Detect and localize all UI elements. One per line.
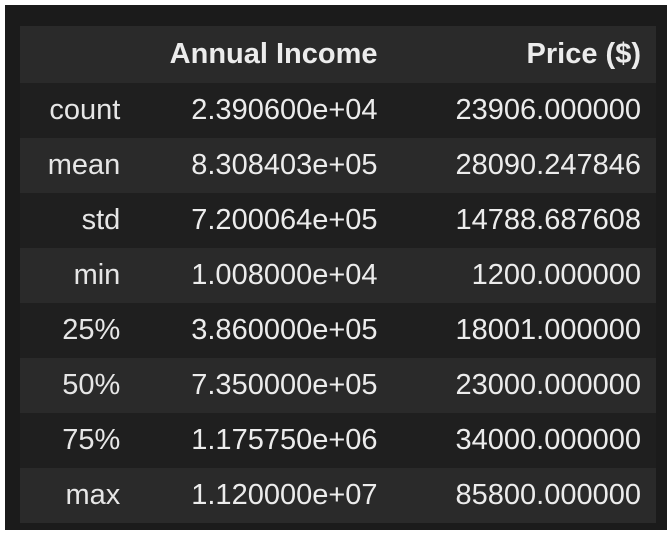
row-index-label: count <box>49 94 121 126</box>
table-row: max 1.120000e+07 85800.000000 <box>20 468 656 523</box>
table-row: min 1.008000e+04 1200.000000 <box>20 248 656 303</box>
price-cell: 23906.000000 <box>455 94 641 126</box>
table-row: mean 8.308403e+05 28090.247846 <box>20 138 656 193</box>
price-cell: 18001.000000 <box>455 314 641 346</box>
annual-income-cell: 3.860000e+05 <box>191 314 378 346</box>
dataframe-output-panel: Annual Income Price ($) count 2.390600e+… <box>5 5 667 530</box>
column-header-annual-income: Annual Income <box>169 38 378 70</box>
price-cell: 85800.000000 <box>455 479 641 511</box>
annual-income-cell: 7.350000e+05 <box>191 369 378 401</box>
row-index-label: std <box>81 204 121 236</box>
table-row: 25% 3.860000e+05 18001.000000 <box>20 303 656 358</box>
row-index-label: 50% <box>62 369 121 401</box>
table-row: std 7.200064e+05 14788.687608 <box>20 193 656 248</box>
table-row: count 2.390600e+04 23906.000000 <box>20 83 656 138</box>
column-header-price: Price ($) <box>526 38 641 70</box>
row-index-label: 25% <box>62 314 121 346</box>
row-index-label: mean <box>47 149 121 181</box>
table-header-row: Annual Income Price ($) <box>20 26 656 83</box>
row-index-label: min <box>73 259 121 291</box>
annual-income-cell: 1.008000e+04 <box>191 259 378 291</box>
row-index-label: max <box>65 479 121 511</box>
price-cell: 28090.247846 <box>455 149 641 181</box>
price-cell: 1200.000000 <box>471 259 641 291</box>
column-header-index <box>20 26 120 83</box>
row-index-label: 75% <box>62 424 121 456</box>
price-cell: 34000.000000 <box>455 424 641 456</box>
annual-income-cell: 7.200064e+05 <box>191 204 378 236</box>
annual-income-cell: 1.120000e+07 <box>191 479 378 511</box>
annual-income-cell: 8.308403e+05 <box>191 149 378 181</box>
table-row: 50% 7.350000e+05 23000.000000 <box>20 358 656 413</box>
price-cell: 14788.687608 <box>455 204 641 236</box>
price-cell: 23000.000000 <box>455 369 641 401</box>
annual-income-cell: 2.390600e+04 <box>191 94 378 126</box>
table-row: 75% 1.175750e+06 34000.000000 <box>20 413 656 468</box>
annual-income-cell: 1.175750e+06 <box>191 424 378 456</box>
describe-table: Annual Income Price ($) count 2.390600e+… <box>20 26 656 523</box>
